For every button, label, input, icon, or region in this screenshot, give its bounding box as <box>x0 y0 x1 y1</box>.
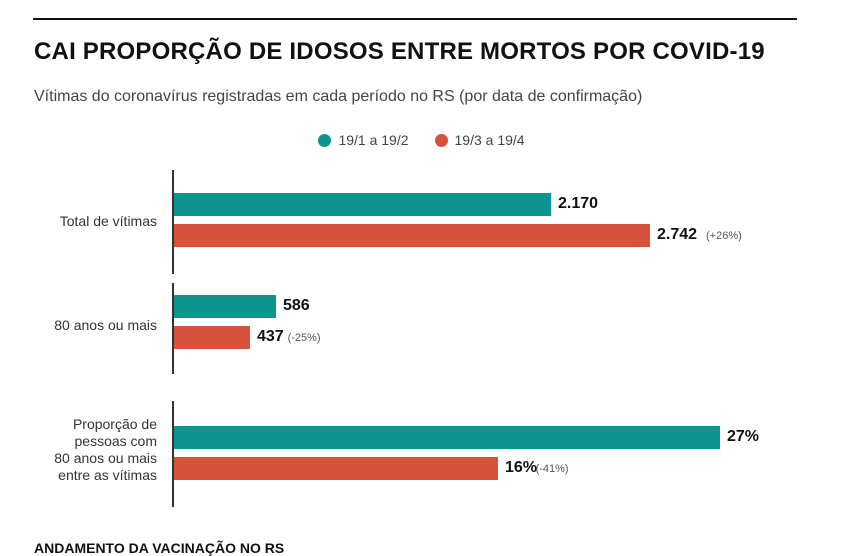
bar-series-2 <box>174 457 498 480</box>
top-rule <box>33 18 797 20</box>
bar-series-2 <box>174 224 650 247</box>
category-axis-line <box>172 401 174 507</box>
category-label: Total de vítimas <box>59 213 157 229</box>
next-section-heading: ANDAMENTO DA VACINAÇÃO NO RS <box>34 540 285 556</box>
legend-dot-series-1 <box>318 133 332 147</box>
bar-series-1 <box>174 295 276 318</box>
category-axis-line <box>172 283 174 374</box>
value-label: 2.742 <box>657 226 698 243</box>
legend-label-series-2: 19/3 a 19/4 <box>454 132 525 148</box>
category-label: 80 anos ou mais <box>54 317 157 333</box>
category-axis-line <box>172 170 174 274</box>
legend: 19/1 a 19/2 19/3 a 19/4 <box>0 132 843 148</box>
category-label: Proporção de pessoas com 80 anos ou mais en… <box>54 416 157 483</box>
value-label: 16% <box>505 459 538 476</box>
value-label: 27% <box>727 428 760 445</box>
legend-label-series-1: 19/1 a 19/2 <box>338 132 409 148</box>
change-label: (+26%) <box>706 230 742 242</box>
legend-dot-series-2 <box>434 133 448 147</box>
bar-series-1 <box>174 193 551 216</box>
value-label: 437 <box>257 328 284 345</box>
legend-item-series-1: 19/1 a 19/2 <box>318 132 409 148</box>
value-label: 2.170 <box>558 195 599 212</box>
change-label: (-25%) <box>287 332 321 344</box>
legend-item-series-2: 19/3 a 19/4 <box>434 132 525 148</box>
bar-series-1 <box>174 426 720 449</box>
chart-title: CAI PROPORÇÃO DE IDOSOS ENTRE MORTOS POR… <box>34 38 765 65</box>
value-label: 586 <box>283 297 310 314</box>
change-label: (-41%) <box>535 463 569 475</box>
chart-subtitle: Vítimas do coronavírus registradas em ca… <box>34 88 643 105</box>
bar-series-2 <box>174 326 250 349</box>
